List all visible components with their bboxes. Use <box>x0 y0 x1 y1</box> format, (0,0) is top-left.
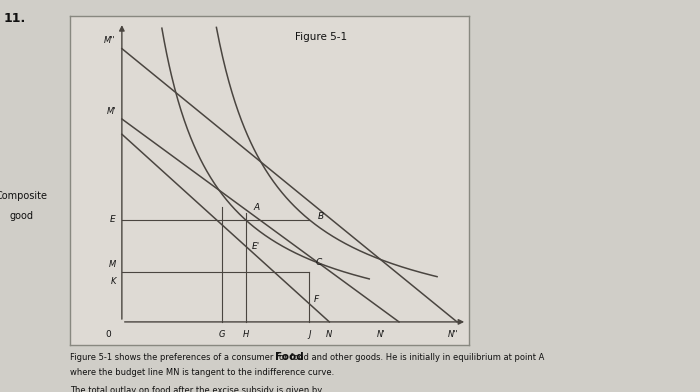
Text: N: N <box>326 330 332 339</box>
Text: N'': N'' <box>448 330 458 339</box>
Text: where the budget line MN is tangent to the indifference curve.: where the budget line MN is tangent to t… <box>70 368 335 377</box>
Text: M: M <box>108 260 116 269</box>
Text: Figure 5-1 shows the preferences of a consumer for food and other goods. He is i: Figure 5-1 shows the preferences of a co… <box>70 353 545 362</box>
Text: N': N' <box>377 330 386 339</box>
Text: K: K <box>111 277 116 286</box>
Text: E': E' <box>251 242 260 250</box>
Text: J: J <box>308 330 311 339</box>
Text: B: B <box>317 212 323 221</box>
Text: 0: 0 <box>105 330 111 339</box>
Text: Figure 5-1: Figure 5-1 <box>295 32 347 42</box>
Text: A: A <box>253 203 260 212</box>
Text: F: F <box>314 295 318 304</box>
Text: M'': M'' <box>104 36 116 45</box>
Text: C: C <box>316 258 321 267</box>
Text: H: H <box>242 330 248 339</box>
Text: The total outlay on food after the excise subsidy is given by _____.: The total outlay on food after the excis… <box>70 386 349 392</box>
Text: E: E <box>110 215 116 224</box>
Text: good: good <box>9 211 33 221</box>
Text: 11.: 11. <box>4 12 26 25</box>
Text: M': M' <box>106 107 116 116</box>
Text: G: G <box>218 330 225 339</box>
Text: Food: Food <box>275 352 304 361</box>
Text: Composite: Composite <box>0 191 47 201</box>
